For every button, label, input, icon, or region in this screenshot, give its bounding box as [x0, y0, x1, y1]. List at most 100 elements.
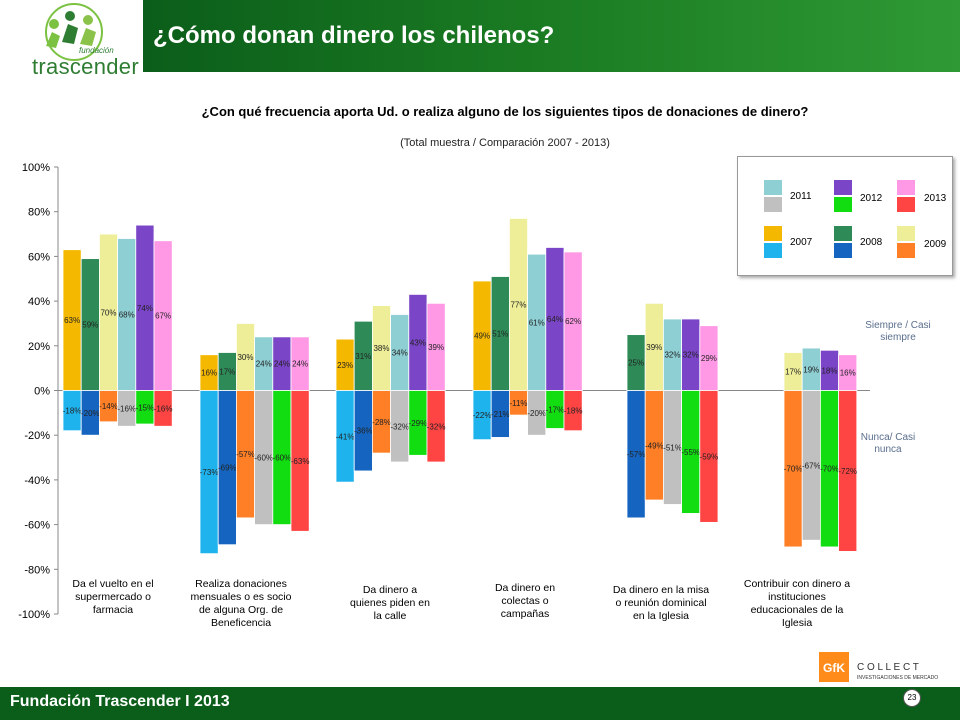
data-label-positive: 39%	[646, 343, 662, 352]
category-label: Da dinero en colectas o campañas	[494, 582, 556, 620]
data-label-positive: 68%	[119, 311, 135, 320]
legend-label: 2013	[924, 193, 947, 204]
page-number: 23	[903, 689, 921, 707]
data-label-positive: 31%	[355, 352, 371, 361]
data-label-negative: -73%	[200, 468, 219, 477]
data-label-positive: 64%	[547, 315, 563, 324]
footer-text: Fundación Trascender I 2013	[10, 693, 230, 710]
data-label-positive: 30%	[237, 353, 253, 362]
data-label-positive: 29%	[701, 354, 717, 363]
data-label-positive: 16%	[201, 369, 217, 378]
data-label-negative: -51%	[663, 443, 682, 452]
data-label-negative: -11%	[509, 399, 527, 408]
data-label-negative: -17%	[546, 405, 565, 414]
category-label: Da el vuelto en el supermercado o farmac…	[72, 578, 154, 616]
data-label-positive: 38%	[373, 344, 389, 353]
y-tick-label: -100%	[18, 609, 50, 621]
data-label-negative: -29%	[409, 419, 428, 428]
data-label-positive: 77%	[510, 300, 526, 309]
data-label-negative: -60%	[254, 454, 273, 463]
data-label-negative: -49%	[645, 441, 664, 450]
legend-label: 2012	[860, 193, 883, 204]
legend-swatch-positive	[763, 179, 783, 196]
y-tick-label: 20%	[28, 341, 50, 353]
data-label-positive: 43%	[410, 338, 426, 347]
data-label-positive: 39%	[428, 343, 444, 352]
y-tick-label: 40%	[28, 296, 50, 308]
negative-side-label: Nunca/ Casi nunca	[860, 432, 916, 455]
chart-subtitle: (Total muestra / Comparación 2007 - 2013…	[400, 137, 610, 149]
data-label-negative: -22%	[473, 411, 492, 420]
logo-text: trascender	[32, 54, 139, 79]
data-label-negative: -70%	[784, 465, 803, 474]
data-label-negative: -21%	[491, 410, 510, 419]
data-label-positive: 32%	[683, 351, 699, 360]
data-label-negative: -57%	[627, 450, 646, 459]
legend-swatch-positive	[833, 225, 853, 242]
y-tick-label: -40%	[24, 475, 50, 487]
trascender-logo-icon	[45, 3, 103, 61]
legend-swatch-negative	[896, 196, 916, 213]
data-label-negative: -55%	[681, 448, 700, 457]
data-label-positive: 17%	[785, 368, 801, 377]
bar-negative	[563, 390, 583, 432]
legend-swatch-negative	[763, 196, 783, 213]
gfk-collect-name: C O L L E C T	[857, 662, 919, 673]
data-label-positive: 16%	[840, 369, 856, 378]
logo-subtext: fundación	[79, 46, 114, 55]
y-tick-label: -80%	[24, 564, 50, 576]
y-tick-label: 60%	[28, 251, 50, 263]
legend-swatch-negative	[833, 196, 853, 213]
data-label-positive: 19%	[803, 365, 819, 374]
slide-title: ¿Cómo donan dinero los chilenos?	[153, 22, 555, 49]
data-label-positive: 61%	[529, 318, 545, 327]
category-label: Da dinero a quienes piden en la calle	[350, 584, 430, 622]
data-label-negative: -67%	[802, 461, 821, 470]
data-label-negative: -32%	[390, 422, 409, 431]
legend-swatch-negative	[896, 242, 916, 259]
data-label-negative: -57%	[236, 450, 255, 459]
legend-swatch-positive	[896, 225, 916, 242]
legend-label: 2011	[790, 191, 812, 202]
data-label-positive: 18%	[821, 366, 837, 375]
y-tick-label: -20%	[24, 430, 50, 442]
data-label-positive: 25%	[628, 359, 644, 368]
data-label-negative: -41%	[336, 432, 355, 441]
data-label-positive: 67%	[155, 312, 171, 321]
data-label-negative: -32%	[427, 422, 446, 431]
bar-negative	[699, 390, 719, 523]
data-label-positive: 63%	[64, 316, 80, 325]
positive-side-label: Siempre / Casi siempre	[865, 320, 931, 343]
category-label: Realiza donaciones mensuales o es socio …	[190, 578, 292, 629]
data-label-positive: 17%	[219, 368, 235, 377]
header-bar	[143, 0, 960, 72]
data-label-positive: 24%	[256, 360, 272, 369]
data-label-negative: -60%	[273, 454, 292, 463]
legend-swatch-positive	[896, 179, 916, 196]
data-label-positive: 74%	[137, 304, 153, 313]
data-label-positive: 49%	[474, 332, 490, 341]
data-label-negative: -18%	[564, 407, 583, 416]
bar-negative	[290, 390, 310, 532]
data-label-negative: -14%	[99, 402, 118, 411]
gfk-collect-logo-icon: GfK C O L L E C T INVESTIGACIONES DE MER…	[819, 652, 938, 682]
bar-negative	[426, 390, 446, 463]
data-label-positive: 62%	[565, 317, 581, 326]
gfk-brand: GfK	[823, 661, 845, 675]
data-label-negative: -20%	[81, 409, 100, 418]
data-label-positive: 34%	[392, 349, 408, 358]
data-label-positive: 24%	[274, 360, 290, 369]
data-label-negative: -63%	[291, 457, 310, 466]
bar-negative	[153, 390, 173, 427]
gfk-tagline: INVESTIGACIONES DE MERCADO	[857, 675, 938, 681]
data-label-negative: -70%	[820, 465, 839, 474]
data-label-negative: -59%	[700, 452, 719, 461]
legend: 2011 2012 2013 2007 2008 2009	[737, 156, 953, 276]
data-label-negative: -28%	[372, 418, 391, 427]
legend-swatch-positive	[833, 179, 853, 196]
footer-bar	[0, 687, 960, 720]
data-label-negative: -18%	[63, 407, 82, 416]
legend-label: 2008	[860, 237, 883, 248]
legend-label: 2009	[924, 239, 947, 250]
